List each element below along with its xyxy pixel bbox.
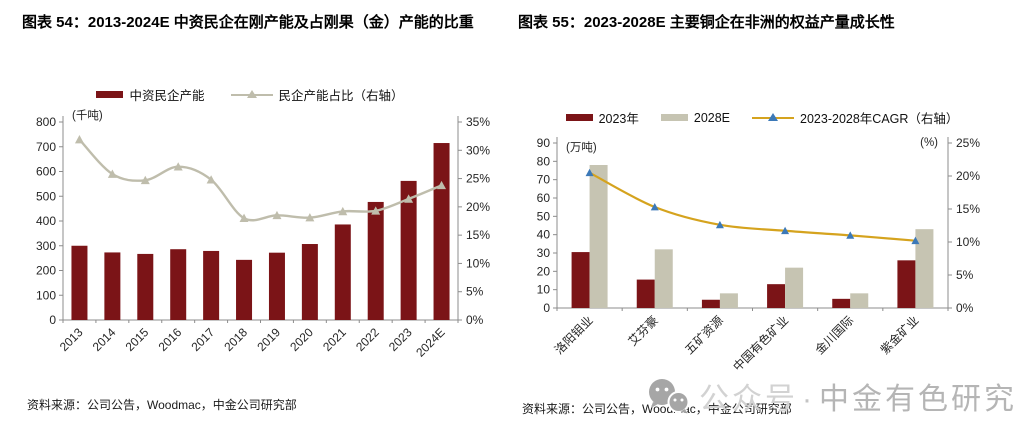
bar-swatch-icon xyxy=(660,114,688,121)
svg-text:0%: 0% xyxy=(956,301,974,315)
legend-item-capacity: 中资民企产能 xyxy=(96,85,205,104)
svg-text:80: 80 xyxy=(537,154,551,168)
svg-text:艾芬豪: 艾芬豪 xyxy=(625,313,661,349)
figure54-source: 资料来源：公司公告，Woodmac，中金公司研究部 xyxy=(27,398,297,412)
svg-text:50: 50 xyxy=(537,209,551,223)
svg-text:紫金矿业: 紫金矿业 xyxy=(877,313,922,358)
svg-text:5%: 5% xyxy=(466,285,484,299)
svg-text:200: 200 xyxy=(36,264,56,278)
legend-label: 2028E xyxy=(693,110,731,125)
svg-text:15%: 15% xyxy=(956,202,980,216)
svg-text:(千吨): (千吨) xyxy=(72,109,103,122)
svg-text:20%: 20% xyxy=(956,169,980,183)
bar-swatch-icon xyxy=(96,91,124,98)
svg-text:70: 70 xyxy=(537,173,551,187)
svg-text:2014: 2014 xyxy=(90,325,119,354)
svg-text:90: 90 xyxy=(537,136,551,150)
legend-label: 2023-2028年CAGR（右轴） xyxy=(800,112,959,126)
svg-text:25%: 25% xyxy=(466,172,490,186)
drc-capacity-combo-chart: 0 100 200 300 400 500 600 700 800 0% 5% 10% 15% 20% 25… xyxy=(36,109,490,360)
legend-label: 民企产能占比（右轴） xyxy=(278,89,404,103)
svg-text:洛阳钼业: 洛阳钼业 xyxy=(551,313,596,358)
line-triangle-swatch-icon xyxy=(230,89,273,100)
figure55-legend: 2023年 2028E 2023-2028年CAGR（右轴） xyxy=(512,108,1012,127)
svg-text:15%: 15% xyxy=(466,228,490,242)
svg-text:10%: 10% xyxy=(466,256,490,270)
svg-text:800: 800 xyxy=(36,115,56,129)
svg-text:10%: 10% xyxy=(956,235,980,249)
svg-text:0: 0 xyxy=(49,313,56,327)
legend-item-share: 民企产能占比（右轴） xyxy=(230,85,404,104)
svg-text:700: 700 xyxy=(36,140,56,154)
svg-text:0: 0 xyxy=(543,301,550,315)
svg-text:(万吨): (万吨) xyxy=(566,141,597,154)
legend-label: 中资民企产能 xyxy=(129,89,205,103)
svg-text:五矿资源: 五矿资源 xyxy=(682,313,726,357)
legend-item-2028e: 2028E xyxy=(660,110,731,125)
svg-text:2015: 2015 xyxy=(123,325,152,354)
svg-text:20: 20 xyxy=(537,264,551,278)
figure55-title: 图表 55：2023-2028E 主要铜企在非洲的权益产量成长性 xyxy=(518,14,895,31)
svg-text:2023: 2023 xyxy=(386,325,415,354)
svg-text:2013: 2013 xyxy=(57,325,86,354)
africa-copper-growth-chart: 0 10 20 30 40 50 60 70 80 90 0% 5% 10% 15% 20% 25% 洛阳钼业艾… xyxy=(537,136,981,375)
svg-text:30%: 30% xyxy=(466,143,490,157)
svg-text:600: 600 xyxy=(36,165,56,179)
svg-text:2017: 2017 xyxy=(188,325,217,354)
figure54-legend: 中资民企产能 民企产能占比（右轴） xyxy=(10,85,490,104)
svg-text:40: 40 xyxy=(537,228,551,242)
svg-text:400: 400 xyxy=(36,214,56,228)
svg-text:2020: 2020 xyxy=(287,325,316,354)
svg-text:30: 30 xyxy=(537,246,551,260)
svg-text:2016: 2016 xyxy=(156,325,185,354)
svg-text:中国有色矿业: 中国有色矿业 xyxy=(730,313,792,375)
svg-text:60: 60 xyxy=(537,191,551,205)
svg-text:2021: 2021 xyxy=(320,325,349,354)
line-triangle-swatch-icon xyxy=(752,112,795,123)
legend-item-2023: 2023年 xyxy=(565,108,639,127)
svg-text:2024E: 2024E xyxy=(413,325,447,359)
legend-item-cagr: 2023-2028年CAGR（右轴） xyxy=(752,108,958,127)
figure55-source: 资料来源：公司公告，Woodmac，中金公司研究部 xyxy=(522,402,792,416)
legend-label: 2023年 xyxy=(598,112,639,126)
figure54-title: 图表 54：2013-2024E 中资民企在刚产能及占刚果（金）产能的比重 xyxy=(22,14,474,31)
svg-text:2019: 2019 xyxy=(254,325,283,354)
bar-swatch-icon xyxy=(565,114,593,121)
svg-text:25%: 25% xyxy=(956,136,980,150)
svg-text:100: 100 xyxy=(36,288,56,302)
svg-text:2018: 2018 xyxy=(221,325,250,354)
svg-text:5%: 5% xyxy=(956,268,974,282)
svg-text:金川国际: 金川国际 xyxy=(812,313,857,358)
svg-text:0%: 0% xyxy=(466,313,484,327)
svg-text:35%: 35% xyxy=(466,115,490,129)
svg-text:300: 300 xyxy=(36,239,56,253)
svg-text:(%): (%) xyxy=(920,137,938,149)
svg-text:2022: 2022 xyxy=(353,325,382,354)
svg-text:20%: 20% xyxy=(466,200,490,214)
svg-text:10: 10 xyxy=(537,283,551,297)
svg-text:500: 500 xyxy=(36,189,56,203)
